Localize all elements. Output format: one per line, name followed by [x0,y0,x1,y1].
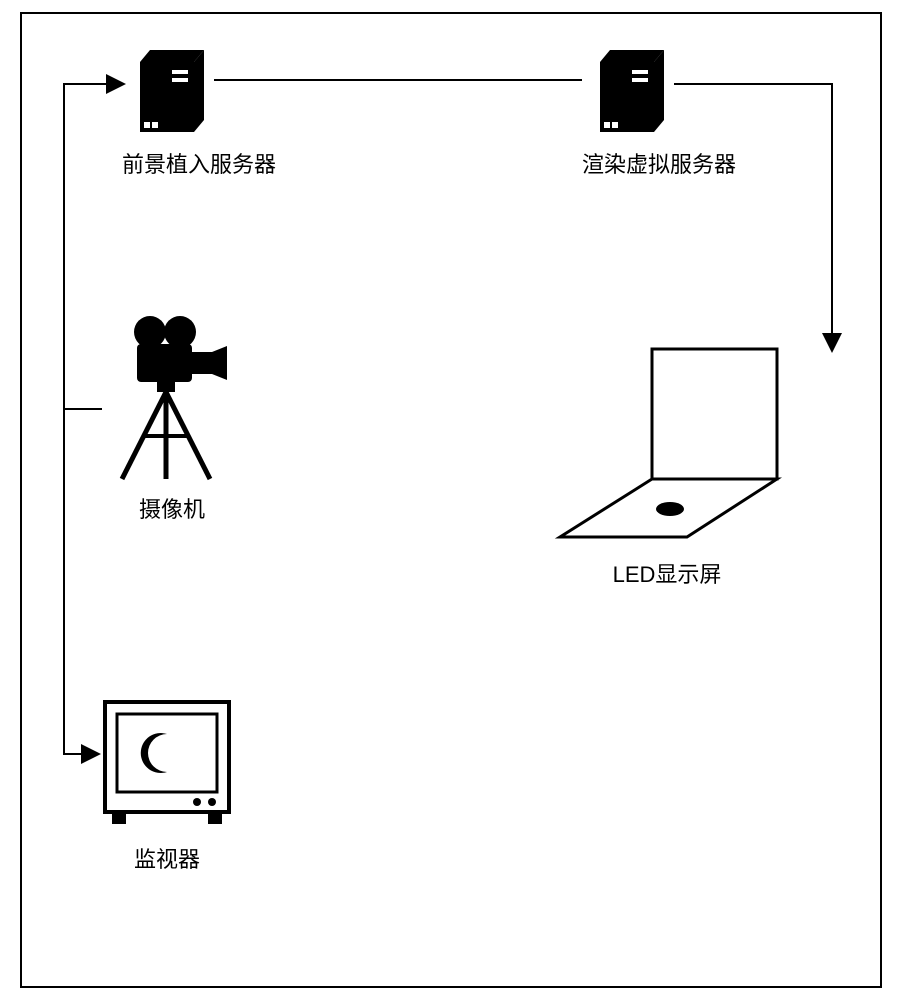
edge-to-monitor [64,409,97,754]
node-label: 前景植入服务器 [122,147,276,179]
server-icon [122,44,212,139]
node-label: 监视器 [97,842,237,874]
node-foreground-server: 前景植入服务器 [122,44,276,179]
node-label: LED显示屏 [552,557,782,589]
node-label: 渲染虚拟服务器 [582,147,736,179]
node-monitor: 监视器 [97,694,237,874]
node-camera: 摄像机 [102,314,242,524]
node-label: 摄像机 [102,492,242,524]
monitor-icon [97,694,237,834]
led-screen-icon [552,339,782,539]
diagram-frame: 前景植入服务器 渲染虚拟服务器 [20,12,882,988]
server-icon [582,44,672,139]
node-led-screen: LED显示屏 [552,339,782,589]
camera-icon [102,314,242,484]
node-render-server: 渲染虚拟服务器 [582,44,736,179]
